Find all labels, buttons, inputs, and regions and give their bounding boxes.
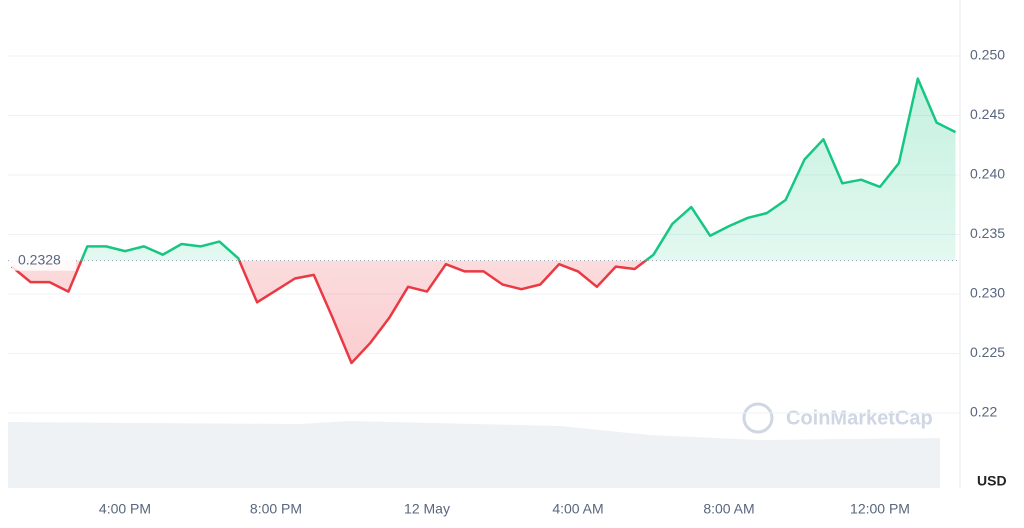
y-tick-label: 0.235 bbox=[970, 225, 1005, 241]
x-tick-label: 4:00 AM bbox=[552, 501, 603, 517]
line-up bbox=[79, 77, 957, 261]
y-tick-label: 0.245 bbox=[970, 106, 1005, 122]
y-tick-label: 0.230 bbox=[970, 285, 1005, 301]
volume-area bbox=[8, 421, 940, 488]
y-tick-label: 0.22 bbox=[970, 404, 997, 420]
watermark-text: CoinMarketCap bbox=[786, 407, 933, 429]
x-tick-label: 12:00 PM bbox=[850, 501, 910, 517]
x-tick-label: 8:00 AM bbox=[703, 501, 754, 517]
y-tick-label: 0.250 bbox=[970, 47, 1005, 63]
x-tick-label: 8:00 PM bbox=[250, 501, 302, 517]
area-down bbox=[11, 260, 646, 363]
baseline-label: 0.2328 bbox=[18, 251, 61, 267]
baseline-label-bg bbox=[12, 250, 76, 271]
x-tick-label: 12 May bbox=[404, 501, 450, 517]
watermark-logo bbox=[742, 402, 774, 434]
watermark: CoinMarketCap bbox=[742, 402, 933, 434]
line-down bbox=[11, 260, 648, 365]
y-tick-label: 0.225 bbox=[970, 344, 1005, 360]
x-tick-label: 4:00 PM bbox=[99, 501, 151, 517]
area-up bbox=[11, 78, 956, 261]
y-tick-label: 0.240 bbox=[970, 166, 1005, 182]
y-axis-label: USD bbox=[977, 473, 1007, 489]
